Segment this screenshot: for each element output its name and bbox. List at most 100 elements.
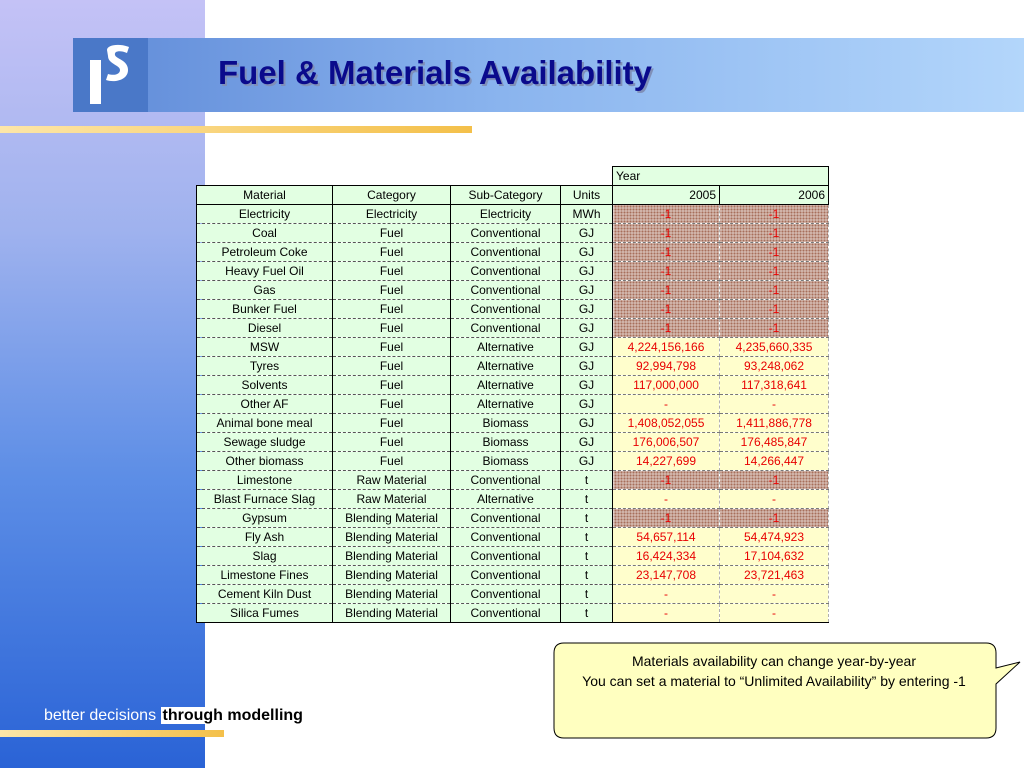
cell-material: Sewage sludge <box>196 432 333 452</box>
cell-material: Blast Furnace Slag <box>196 489 333 509</box>
cell-value-2005[interactable]: - <box>612 584 720 604</box>
cell-units: GJ <box>560 394 613 414</box>
cell-value-2005[interactable]: 92,994,798 <box>612 356 720 376</box>
cell-value-2005[interactable]: - <box>612 603 720 623</box>
cell-value-2005[interactable]: -1 <box>612 223 720 243</box>
cell-material: Cement Kiln Dust <box>196 584 333 604</box>
cell-material: Petroleum Coke <box>196 242 333 262</box>
cell-material: Limestone Fines <box>196 565 333 585</box>
table-row: Bunker Fuel Fuel Conventional GJ -1 -1 <box>196 299 829 319</box>
cell-value-2005[interactable]: -1 <box>612 280 720 300</box>
logo-icon <box>73 38 148 112</box>
cell-value-2006[interactable]: -1 <box>719 508 829 528</box>
cell-value-2005[interactable]: -1 <box>612 204 720 224</box>
cell-material: Gypsum <box>196 508 333 528</box>
cell-value-2006[interactable]: 54,474,923 <box>719 527 829 547</box>
cell-material: Gas <box>196 280 333 300</box>
cell-value-2006[interactable]: - <box>719 603 829 623</box>
cell-value-2006[interactable]: -1 <box>719 204 829 224</box>
cell-value-2006[interactable]: 14,266,447 <box>719 451 829 471</box>
accent-divider-top <box>0 126 472 133</box>
cell-value-2006[interactable]: 23,721,463 <box>719 565 829 585</box>
cell-category: Fuel <box>332 356 451 376</box>
cell-value-2005[interactable]: - <box>612 394 720 414</box>
cell-category: Fuel <box>332 337 451 357</box>
cell-material: Animal bone meal <box>196 413 333 433</box>
cell-value-2006[interactable]: -1 <box>719 261 829 281</box>
cell-value-2005[interactable]: 117,000,000 <box>612 375 720 395</box>
cell-value-2005[interactable]: -1 <box>612 508 720 528</box>
cell-subcategory: Conventional <box>450 280 561 300</box>
cell-category: Fuel <box>332 299 451 319</box>
cell-category: Fuel <box>332 375 451 395</box>
cell-value-2006[interactable]: -1 <box>719 299 829 319</box>
cell-material: Bunker Fuel <box>196 299 333 319</box>
cell-value-2005[interactable]: 16,424,334 <box>612 546 720 566</box>
cell-value-2005[interactable]: -1 <box>612 242 720 262</box>
cell-value-2006[interactable]: -1 <box>719 223 829 243</box>
cell-category: Blending Material <box>332 546 451 566</box>
table-row: Fly Ash Blending Material Conventional t 54,… <box>196 527 829 547</box>
cell-category: Blending Material <box>332 584 451 604</box>
cell-value-2006[interactable]: 17,104,632 <box>719 546 829 566</box>
table-body: Electricity Electricity Electricity MWh -1 -1… <box>196 204 829 623</box>
cell-subcategory: Conventional <box>450 242 561 262</box>
cell-category: Blending Material <box>332 565 451 585</box>
cell-value-2006[interactable]: 93,248,062 <box>719 356 829 376</box>
cell-subcategory: Alternative <box>450 394 561 414</box>
cell-material: Diesel <box>196 318 333 338</box>
cell-category: Blending Material <box>332 508 451 528</box>
cell-units: GJ <box>560 280 613 300</box>
cell-value-2006[interactable]: -1 <box>719 280 829 300</box>
cell-value-2005[interactable]: 14,227,699 <box>612 451 720 471</box>
year-label: Year <box>612 166 829 186</box>
cell-value-2006[interactable]: - <box>719 394 829 414</box>
cell-units: GJ <box>560 432 613 452</box>
header-band <box>73 38 1024 112</box>
cell-units: GJ <box>560 413 613 433</box>
cell-subcategory: Conventional <box>450 565 561 585</box>
cell-value-2006[interactable]: 1,411,886,778 <box>719 413 829 433</box>
cell-category: Fuel <box>332 223 451 243</box>
table-row: Slag Blending Material Conventional t 16,424… <box>196 546 829 566</box>
cell-category: Raw Material <box>332 470 451 490</box>
cell-category: Blending Material <box>332 527 451 547</box>
cell-units: t <box>560 546 613 566</box>
table-year-row: Year <box>197 166 829 186</box>
cell-value-2005[interactable]: 54,657,114 <box>612 527 720 547</box>
cell-value-2005[interactable]: -1 <box>612 261 720 281</box>
availability-table: Year Material Category Sub-Category Unit… <box>196 166 829 623</box>
cell-units: GJ <box>560 223 613 243</box>
cell-subcategory: Conventional <box>450 603 561 623</box>
cell-material: Tyres <box>196 356 333 376</box>
cell-value-2006[interactable]: - <box>719 584 829 604</box>
cell-material: Silica Fumes <box>196 603 333 623</box>
cell-units: GJ <box>560 261 613 281</box>
cell-value-2005[interactable]: 23,147,708 <box>612 565 720 585</box>
cell-value-2006[interactable]: -1 <box>719 318 829 338</box>
cell-units: GJ <box>560 451 613 471</box>
header-year-2006: 2006 <box>719 185 829 205</box>
cell-value-2005[interactable]: 1,408,052,055 <box>612 413 720 433</box>
cell-units: GJ <box>560 375 613 395</box>
tagline-part1: better decisions <box>44 707 157 724</box>
header-year-2005: 2005 <box>612 185 720 205</box>
cell-value-2006[interactable]: 4,235,660,335 <box>719 337 829 357</box>
cell-value-2005[interactable]: - <box>612 489 720 509</box>
cell-value-2005[interactable]: -1 <box>612 470 720 490</box>
cell-value-2006[interactable]: -1 <box>719 242 829 262</box>
cell-value-2005[interactable]: -1 <box>612 318 720 338</box>
left-gradient-bar <box>0 0 205 768</box>
cell-value-2005[interactable]: 4,224,156,166 <box>612 337 720 357</box>
cell-material: Other biomass <box>196 451 333 471</box>
cell-value-2006[interactable]: 117,318,641 <box>719 375 829 395</box>
cell-value-2005[interactable]: -1 <box>612 299 720 319</box>
header-category: Category <box>332 185 451 205</box>
cell-subcategory: Biomass <box>450 451 561 471</box>
cell-value-2006[interactable]: -1 <box>719 470 829 490</box>
cell-value-2006[interactable]: 176,485,847 <box>719 432 829 452</box>
cell-units: t <box>560 527 613 547</box>
table-row: Diesel Fuel Conventional GJ -1 -1 <box>196 318 829 338</box>
cell-value-2006[interactable]: - <box>719 489 829 509</box>
cell-value-2005[interactable]: 176,006,507 <box>612 432 720 452</box>
